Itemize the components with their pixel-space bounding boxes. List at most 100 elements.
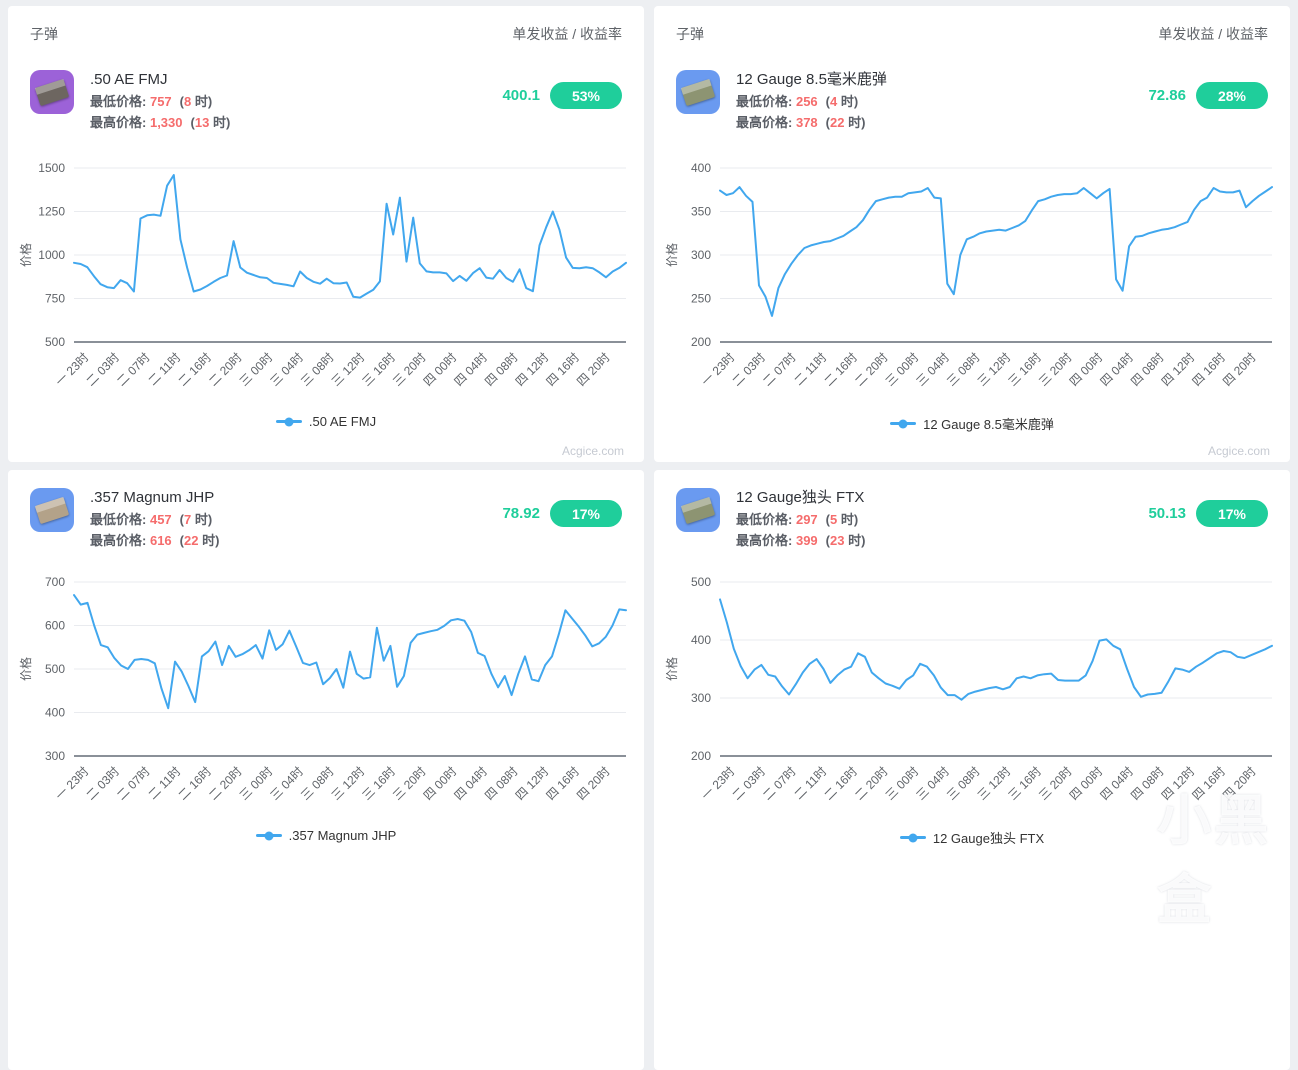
svg-text:三 04时: 三 04时 [267, 764, 306, 803]
hour-suffix: 时) [191, 512, 213, 527]
svg-text:四 00时: 四 00时 [421, 350, 460, 389]
price-line-chart[interactable]: 200 250 300 350 400 价格一 23时二 03时二 07时二 11时二 1… [662, 156, 1282, 408]
legend-label: 12 Gauge 8.5毫米鹿弹 [923, 417, 1054, 432]
item-row: 12 Gauge 8.5毫米鹿弹 最低价格: 256 (4 时) 最高价格: 37… [654, 70, 1290, 132]
svg-text:三 08时: 三 08时 [944, 764, 983, 803]
svg-text:三 12时: 三 12时 [975, 764, 1014, 803]
svg-text:二 03时: 二 03时 [729, 350, 768, 389]
item-panel: 子弹 单发收益 / 收益率 .50 AE FMJ 最低价格: 757 (8 时) … [8, 6, 644, 462]
acgice-watermark: Acgice.com [561, 444, 624, 458]
max-price-value: 378 [795, 115, 818, 130]
svg-text:四 16时: 四 16时 [543, 764, 582, 803]
svg-text:二 07时: 二 07时 [760, 350, 799, 389]
max-price-label: 最高价格: [736, 115, 793, 130]
svg-text:三 08时: 三 08时 [944, 350, 983, 389]
item-panel: 子弹 单发收益 / 收益率 12 Gauge 8.5毫米鹿弹 最低价格: 256… [654, 6, 1290, 462]
legend-line-dot-icon [275, 420, 302, 423]
svg-text:200: 200 [691, 335, 711, 349]
chart-legend[interactable]: .50 AE FMJ [8, 414, 644, 429]
panel-header: 子弹 单发收益 / 收益率 [654, 6, 1290, 44]
profit-column-label: 单发收益 / 收益率 [512, 26, 622, 42]
svg-text:200: 200 [691, 749, 711, 763]
item-name: 12 Gauge独头 FTX [736, 489, 865, 506]
svg-text:四 16时: 四 16时 [543, 350, 582, 389]
svg-text:1250: 1250 [38, 205, 65, 219]
ammo-item-icon [676, 488, 720, 532]
profit-rate-badge: 28% [1196, 82, 1268, 109]
profit-column-label: 单发收益 / 收益率 [1158, 26, 1268, 42]
hour-suffix: 时) [837, 94, 859, 109]
svg-text:四 20时: 四 20时 [1220, 764, 1259, 803]
min-price-value: 757 [149, 94, 172, 109]
svg-text:二 03时: 二 03时 [729, 764, 768, 803]
svg-text:一 23时: 一 23时 [53, 350, 92, 389]
ammo-item-icon [30, 488, 74, 532]
chart-legend[interactable]: 12 Gauge独头 FTX [654, 828, 1290, 847]
svg-text:700: 700 [45, 575, 65, 589]
profit-per-shot: 72.86 [1148, 87, 1186, 104]
min-price-hour: 5 [830, 512, 838, 527]
price-line-chart[interactable]: 300 400 500 600 700 价格一 23时二 03时二 07时二 11时二 1… [16, 570, 636, 822]
min-price-label: 最低价格: [90, 512, 147, 527]
item-row: .50 AE FMJ 最低价格: 757 (8 时) 最高价格: 1,330 (13… [8, 70, 644, 132]
chart-legend[interactable]: 12 Gauge 8.5毫米鹿弹 [654, 414, 1290, 433]
item-row: 12 Gauge独头 FTX 最低价格: 297 (5 时) 最高价格: 399 (… [654, 488, 1290, 550]
svg-text:三 00时: 三 00时 [237, 350, 276, 389]
profit-per-shot: 50.13 [1148, 505, 1186, 522]
svg-text:500: 500 [45, 662, 65, 676]
min-price-hour: 4 [830, 94, 838, 109]
item-row: .357 Magnum JHP 最低价格: 457 (7 时) 最高价格: 616… [8, 488, 644, 550]
svg-text:二 03时: 二 03时 [83, 764, 122, 803]
svg-text:四 00时: 四 00时 [1067, 350, 1106, 389]
svg-text:四 00时: 四 00时 [1067, 764, 1106, 803]
min-price-line: 最低价格: 757 (8 时) [90, 92, 502, 111]
svg-text:三 04时: 三 04时 [913, 764, 952, 803]
ammo-box-icon [34, 78, 70, 106]
max-price-hour: 22 [184, 533, 199, 548]
paren-open: ( [825, 533, 831, 548]
svg-text:二 07时: 二 07时 [114, 350, 153, 389]
max-price-line: 最高价格: 1,330 (13 时) [90, 113, 502, 132]
svg-text:三 08时: 三 08时 [298, 350, 337, 389]
svg-text:三 00时: 三 00时 [883, 764, 922, 803]
svg-text:三 00时: 三 00时 [237, 764, 276, 803]
svg-text:价格: 价格 [18, 243, 33, 267]
svg-text:二 16时: 二 16时 [821, 350, 860, 389]
svg-text:二 07时: 二 07时 [760, 764, 799, 803]
max-price-line: 最高价格: 616 (22 时) [90, 531, 502, 550]
svg-text:二 20时: 二 20时 [206, 764, 245, 803]
chart-legend[interactable]: .357 Magnum JHP [8, 828, 644, 843]
min-price-label: 最低价格: [736, 94, 793, 109]
item-name: .50 AE FMJ [90, 71, 168, 88]
price-line-chart[interactable]: 500 750 1000 1250 1500 价格一 23时二 03时二 07时二 11时… [16, 156, 636, 408]
profit-wrap: 50.13 17% [1148, 500, 1268, 527]
hour-suffix: 时) [209, 115, 231, 130]
paren-open: ( [825, 512, 831, 527]
svg-text:三 20时: 三 20时 [1036, 350, 1075, 389]
max-price-label: 最高价格: [90, 533, 147, 548]
svg-text:价格: 价格 [664, 657, 679, 681]
item-info: 12 Gauge独头 FTX 最低价格: 297 (5 时) 最高价格: 399 (… [736, 488, 1148, 550]
legend-label: .50 AE FMJ [308, 414, 377, 429]
category-label: 子弹 [30, 26, 58, 42]
price-line-chart[interactable]: 200 300 400 500 价格一 23时二 03时二 07时二 11时二 16时二… [662, 570, 1282, 822]
svg-text:一 23时: 一 23时 [699, 764, 738, 803]
hour-suffix: 时) [844, 533, 866, 548]
paren-open: ( [825, 94, 831, 109]
max-price-hour: 23 [830, 533, 845, 548]
svg-text:四 20时: 四 20时 [1220, 350, 1259, 389]
hour-suffix: 时) [844, 115, 866, 130]
svg-text:二 20时: 二 20时 [206, 350, 245, 389]
svg-text:二 16时: 二 16时 [175, 350, 214, 389]
category-label: 子弹 [676, 26, 704, 42]
hour-suffix: 时) [198, 533, 220, 548]
svg-text:四 04时: 四 04时 [451, 764, 490, 803]
svg-text:三 20时: 三 20时 [390, 764, 429, 803]
min-price-line: 最低价格: 256 (4 时) [736, 92, 1148, 111]
svg-text:一 23时: 一 23时 [699, 350, 738, 389]
svg-text:二 07时: 二 07时 [114, 764, 153, 803]
item-name: 12 Gauge 8.5毫米鹿弹 [736, 71, 887, 88]
svg-text:二 16时: 二 16时 [821, 764, 860, 803]
profit-rate-badge: 17% [1196, 500, 1268, 527]
svg-text:1000: 1000 [38, 248, 65, 262]
